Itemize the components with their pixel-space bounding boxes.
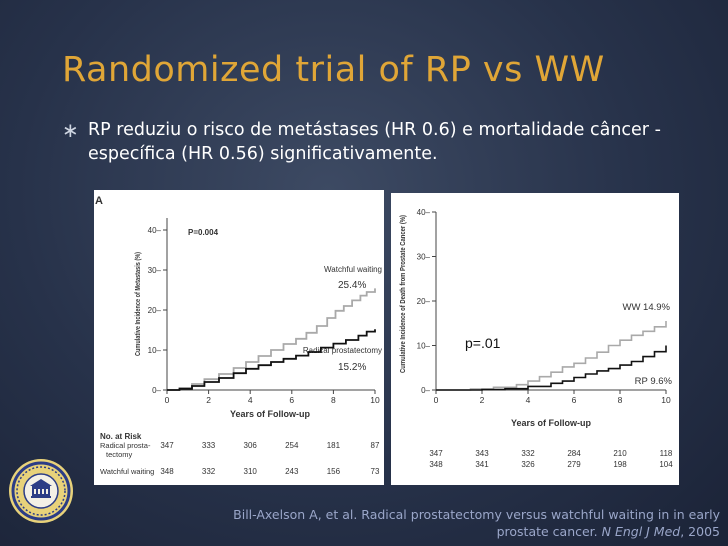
chart-a-series-line-1	[167, 329, 376, 391]
chart-b-end-label-ww: WW 14.9%	[622, 302, 670, 313]
chart-b-risk-value-0-1: 343	[475, 449, 489, 458]
chart-a-ylabel: Cumulative Incidence of Metastasis (%)	[133, 252, 142, 356]
chart-b-pvalue: p=.01	[465, 335, 501, 351]
chart-a-series-label-rp: Radical prostatectomy	[303, 346, 382, 355]
chart-b-risk-value-1-5: 104	[659, 460, 673, 469]
chart-b-ytick-label-3: 30–	[417, 253, 431, 262]
chart-b-risk-value-1-0: 348	[429, 460, 443, 469]
chart-b-ytick-label-1: 10–	[417, 342, 431, 351]
chart-b-risk-value-0-5: 118	[660, 449, 673, 458]
chart-a-risk-value-0-1: 333	[202, 441, 216, 450]
chart-b-risk-value-1-3: 279	[567, 460, 581, 469]
chart-a-panel-label: A	[95, 195, 103, 207]
chart-b-risk-value-0-2: 332	[521, 449, 535, 458]
chart-a-ytick-label-1: 10–	[148, 346, 162, 355]
chart-a-pvalue: P=0.004	[188, 228, 219, 237]
chart-a-risk-value-0-0: 347	[160, 441, 174, 450]
chart-b-risk-value-1-2: 326	[521, 460, 535, 469]
chart-a-end-label-ww: 25.4%	[338, 280, 366, 291]
chart-a-axes	[166, 218, 375, 391]
chart-b-panel	[391, 193, 679, 485]
chart-a-risk-label-rp: Radical prosta-tectomy	[100, 441, 151, 459]
chart-b-xtick-label-3: 6	[572, 395, 577, 405]
chart-b-xtick-label-1: 2	[480, 395, 485, 405]
chart-b-xtick-label-0: 0	[434, 395, 439, 405]
charts-figure: A 0–10–20–30–40– 0 2 4 6 8 10 Cumulative Inci…	[94, 190, 679, 485]
citation-year: , 2005	[680, 524, 720, 539]
chart-a-risk-value-1-3: 243	[285, 467, 299, 476]
chart-b-xtick-label-2: 4	[526, 395, 531, 405]
chart-a-xlabel: Years of Follow-up	[230, 409, 311, 419]
chart-b-risk-value-1-1: 341	[475, 460, 489, 469]
chart-a-ytick-label-0: 0–	[152, 386, 161, 395]
chart-b-risk-value-1-4: 198	[613, 460, 627, 469]
chart-b-end-label-rp: RP 9.6%	[635, 376, 673, 387]
citation: Bill-Axelson A, et al. Radical prostatec…	[185, 506, 720, 540]
chart-a-risk-value-1-5: 73	[371, 467, 380, 476]
chart-a-risk-value-0-3: 254	[285, 441, 299, 450]
chart-a-risk-value-0-2: 306	[244, 441, 258, 450]
chart-b-xtick-label-5: 10	[661, 395, 671, 405]
chart-a-xtick-label-5: 10	[370, 395, 380, 405]
chart-b-series-line-0	[436, 321, 667, 391]
chart-a-xtick-label-3: 6	[289, 395, 294, 405]
chart-b-ytick-label-0: 0–	[421, 386, 430, 395]
chart-a-end-label-rp: 15.2%	[338, 362, 366, 373]
chart-b-ytick-label-2: 20–	[417, 297, 431, 306]
chart-a-xtick-label-1: 2	[206, 395, 211, 405]
chart-b-risk-value-0-3: 284	[567, 449, 581, 458]
university-seal-icon	[9, 459, 73, 523]
chart-b-ylabel: Cumulative Incidence of Death from Prost…	[398, 215, 407, 373]
chart-a-ytick-label-3: 30–	[148, 266, 162, 275]
chart-b-xlabel: Years of Follow-up	[511, 418, 592, 428]
chart-b-xtick-label-4: 8	[618, 395, 623, 405]
chart-b-risk-value-0-4: 210	[613, 449, 627, 458]
slide-title: Randomized trial of RP vs WW	[62, 50, 605, 90]
chart-a-risk-value-1-4: 156	[327, 467, 341, 476]
chart-a-risk-label-ww: Watchful waiting	[100, 467, 154, 476]
chart-b-series-line-1	[436, 345, 667, 391]
chart-a-risk-value-1-2: 310	[244, 467, 258, 476]
chart-a-risk-value-0-4: 181	[327, 441, 341, 450]
chart-a-risk-value-1-0: 348	[160, 467, 174, 476]
chart-a-risk-value-1-1: 332	[202, 467, 216, 476]
chart-a-series-line-0	[167, 288, 376, 391]
citation-text: Bill-Axelson A, et al. Radical prostatec…	[233, 507, 720, 539]
chart-a-ytick-label-2: 20–	[148, 306, 162, 315]
chart-a-risk-value-0-5: 87	[371, 441, 380, 450]
chart-a-series-label-ww: Watchful waiting	[324, 265, 382, 274]
bullet-text: RP reduziu o risco de metástases (HR 0.6…	[88, 120, 661, 164]
chart-a-xtick-label-0: 0	[165, 395, 170, 405]
chart-a-xtick-label-2: 4	[248, 395, 253, 405]
chart-b-ytick-label-4: 40–	[417, 208, 431, 217]
bullet-asterisk-icon: ∗	[62, 118, 79, 142]
chart-b-risk-value-0-0: 347	[429, 449, 443, 458]
chart-a-xtick-label-4: 8	[331, 395, 336, 405]
chart-a-risk-header: No. at Risk	[100, 432, 142, 441]
citation-journal: N Engl J Med	[601, 524, 681, 539]
chart-a-panel	[94, 190, 384, 485]
chart-a-ytick-label-4: 40–	[148, 226, 162, 235]
